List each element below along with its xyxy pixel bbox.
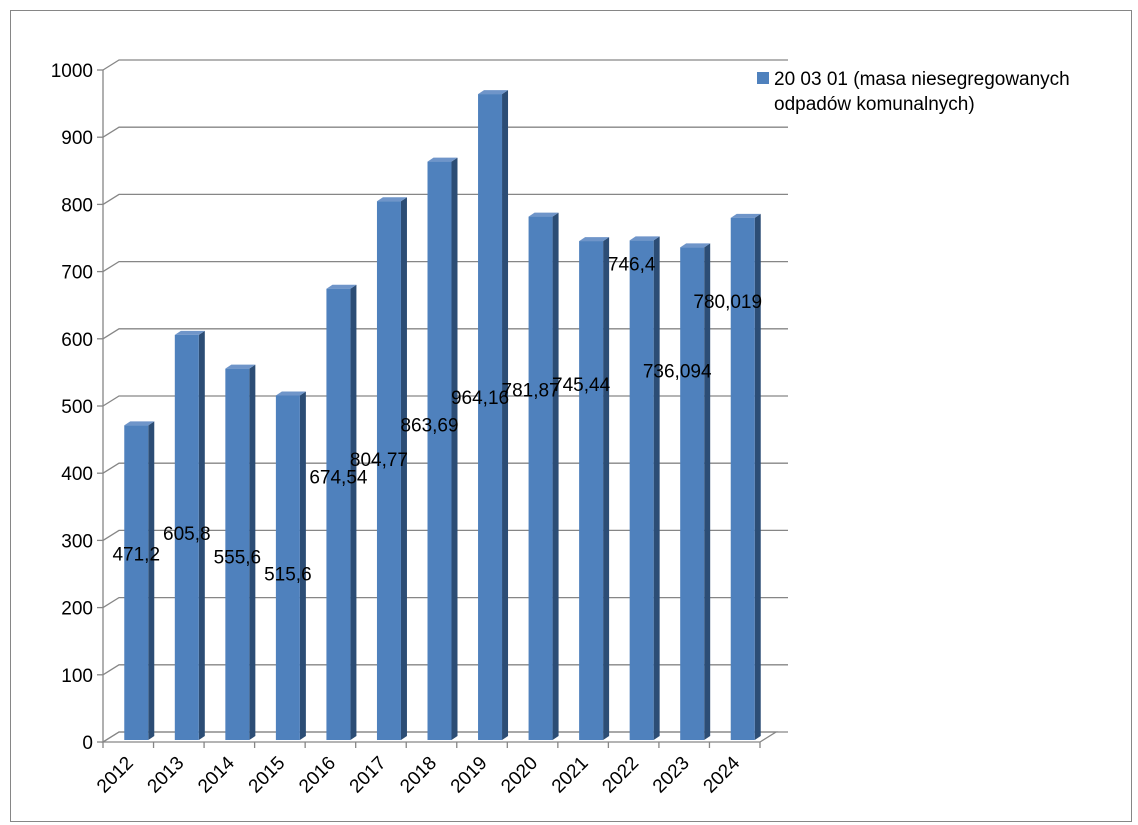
bar	[579, 241, 604, 740]
data-label: 745,44	[552, 375, 611, 396]
y-tick-label: 900	[61, 128, 93, 149]
x-tick-label: 2021	[548, 753, 593, 798]
y-tick-label: 100	[61, 666, 93, 687]
bar-top	[680, 243, 711, 248]
bar-top	[528, 212, 559, 217]
bar	[275, 395, 300, 740]
bar-side	[653, 236, 660, 741]
bar	[124, 425, 149, 740]
bar-side	[198, 330, 205, 740]
legend-label: 20 03 01 (masa niesegregowanych	[774, 69, 1070, 90]
bar-top	[174, 330, 205, 335]
bar-side	[754, 213, 761, 741]
data-label: 746,4	[608, 254, 656, 275]
data-label: 605,8	[163, 524, 211, 545]
bar-side	[350, 284, 357, 740]
bar	[629, 240, 654, 741]
bar-side	[603, 237, 610, 740]
y-tick-label: 800	[61, 195, 93, 216]
gridline-200	[102, 596, 788, 609]
x-tick-label: 2020	[497, 753, 542, 798]
data-label: 780,019	[693, 292, 762, 313]
y-tick-label: 400	[61, 464, 93, 485]
gridline-400	[102, 462, 788, 474]
gridline-900	[102, 126, 788, 138]
data-label: 863,69	[400, 416, 458, 437]
gridline-600	[102, 328, 788, 340]
y-tick-label: 300	[61, 531, 93, 552]
x-tick-label: 2015	[245, 753, 290, 798]
data-label: 674,54	[309, 468, 368, 489]
chart-floor	[100, 731, 779, 743]
x-tick-label: 2012	[93, 753, 138, 798]
data-label: 781,87	[502, 381, 560, 402]
x-tick-label: 2013	[144, 753, 189, 798]
x-tick-label: 2023	[649, 753, 694, 798]
y-tick-label: 600	[61, 330, 93, 351]
bar	[376, 201, 401, 740]
bar-top	[427, 157, 458, 162]
bar-top	[730, 213, 761, 218]
data-label: 471,2	[112, 544, 160, 565]
y-tick-label: 700	[61, 263, 93, 284]
data-label: 964,16	[451, 388, 509, 409]
gridline-500	[102, 395, 788, 407]
bar-top	[326, 284, 357, 289]
x-tick-label: 2018	[396, 753, 441, 798]
bar-top	[579, 237, 610, 242]
gridline-1000	[102, 59, 788, 71]
x-tick-label: 2016	[295, 753, 340, 798]
bar-top	[376, 197, 407, 202]
bar-side	[502, 90, 509, 741]
legend-swatch	[757, 72, 769, 84]
bar-top	[478, 90, 509, 95]
x-tick-label: 2014	[194, 752, 239, 797]
bar-side	[704, 243, 711, 740]
gridline-300	[102, 529, 788, 541]
bar-side	[552, 212, 559, 740]
gridline-700	[102, 260, 788, 273]
x-tick-label: 2022	[598, 753, 643, 798]
y-tick-label: 200	[61, 599, 93, 620]
data-label: 736,094	[643, 361, 712, 382]
bar	[730, 217, 755, 741]
data-label: 555,6	[214, 548, 262, 569]
y-tick-label: 500	[61, 397, 93, 418]
x-tick-label: 2017	[346, 753, 391, 798]
bar-side	[451, 157, 458, 740]
data-label: 515,6	[264, 565, 312, 586]
legend-label: odpadów komunalnych)	[774, 94, 975, 115]
bar-top	[124, 421, 155, 426]
y-tick-label: 1000	[51, 61, 93, 82]
bar	[427, 161, 452, 740]
bar-side	[249, 364, 256, 740]
gridline-800	[102, 193, 788, 205]
bar	[528, 216, 553, 740]
bar-side	[148, 421, 155, 740]
bar	[326, 288, 351, 740]
bar-top	[629, 236, 660, 241]
bar	[478, 94, 503, 741]
bar	[174, 334, 199, 740]
data-label: 804,77	[350, 450, 408, 471]
bar-side	[299, 391, 306, 740]
bar	[225, 368, 250, 740]
gridline-100	[102, 664, 788, 676]
x-tick-label: 2024	[700, 752, 745, 797]
bar-top	[275, 391, 306, 396]
bar	[680, 247, 705, 740]
bar-top	[225, 364, 256, 369]
y-tick-label: 0	[82, 733, 93, 754]
bar-side	[400, 197, 407, 740]
x-tick-label: 2019	[447, 753, 492, 798]
